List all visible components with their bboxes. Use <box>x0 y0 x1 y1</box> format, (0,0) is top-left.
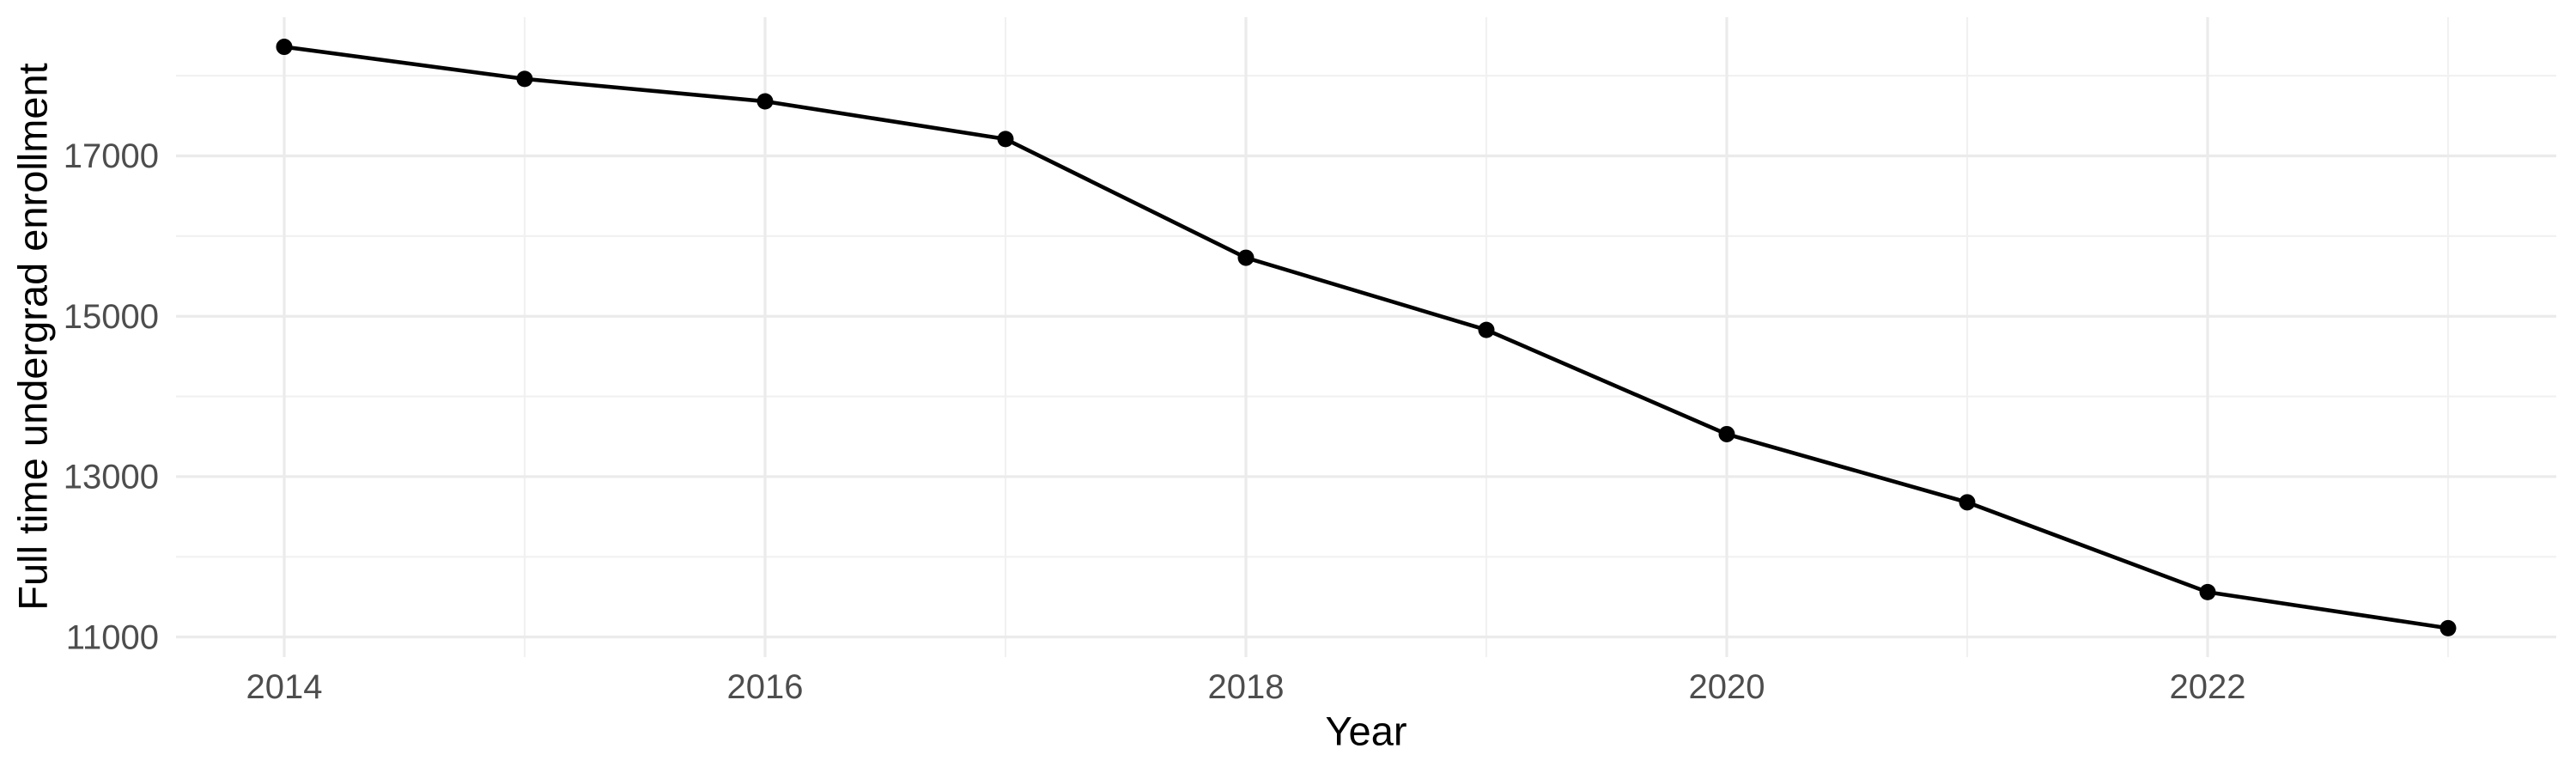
series-line <box>282 45 2451 630</box>
data-point <box>1237 249 1255 266</box>
x-tick-label: 2020 <box>1689 668 1765 706</box>
x-axis-title: Year <box>1325 708 1407 754</box>
x-tick-label: 2022 <box>2170 668 2246 706</box>
data-point <box>2199 583 2216 600</box>
data-point <box>1718 425 1735 442</box>
y-tick-label: 13000 <box>64 459 159 496</box>
data-point <box>1959 494 1976 511</box>
y-axis-title: Full time undergrad enrollment <box>9 63 56 611</box>
data-point <box>1478 321 1495 338</box>
x-tick-label: 2014 <box>246 668 323 706</box>
data-point <box>997 131 1014 148</box>
data-point <box>276 39 293 56</box>
y-tick-label: 15000 <box>64 298 159 336</box>
x-tick-label: 2018 <box>1208 668 1285 706</box>
data-point <box>756 93 774 110</box>
x-tick-label: 2016 <box>727 668 804 706</box>
y-tick-label: 11000 <box>66 618 159 656</box>
data-point <box>516 70 533 88</box>
data-point <box>2439 619 2457 636</box>
y-tick-label: 17000 <box>64 137 159 175</box>
